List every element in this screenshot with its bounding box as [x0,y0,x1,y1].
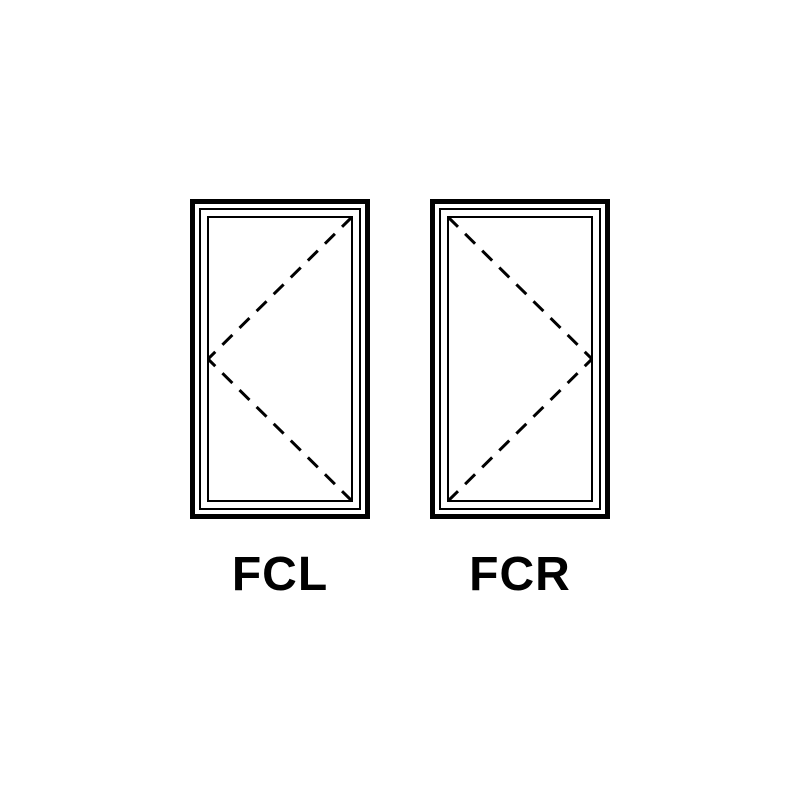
window-label-fcl: FCL [232,547,328,602]
window-item-fcr: FCR [430,199,610,602]
window-icon-fcl [190,199,370,519]
window-label-fcr: FCR [469,547,571,602]
window-diagram-container: FCL FCR [190,199,610,602]
window-item-fcl: FCL [190,199,370,602]
window-icon-fcr [430,199,610,519]
